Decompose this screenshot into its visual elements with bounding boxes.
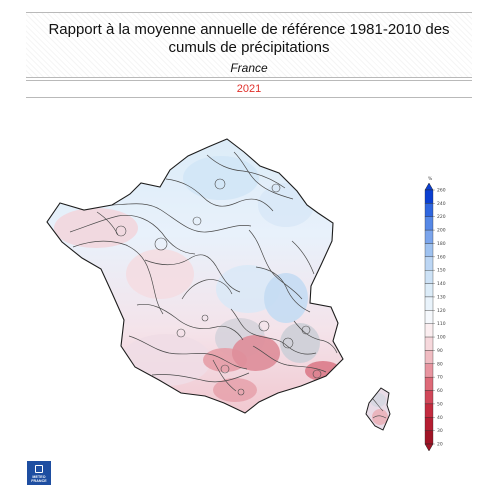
legend-tick-label: 110	[437, 321, 446, 327]
legend-color-segment	[424, 229, 434, 244]
legend-color-segment	[424, 243, 434, 258]
legend-tick-label: 140	[437, 281, 446, 287]
legend-color-segment	[424, 323, 434, 338]
logo-text-line1: METEO	[32, 475, 46, 479]
france-mainland	[46, 138, 344, 414]
legend-color-segment	[424, 390, 434, 405]
legend-tick-label: 240	[437, 201, 446, 207]
legend-color-segment	[424, 283, 434, 298]
legend-color-segment	[424, 417, 434, 431]
legend-color-segment	[424, 363, 434, 378]
legend-color-segment	[424, 270, 434, 284]
legend-tick-label: 160	[437, 254, 446, 260]
legend-bottom-arrow	[424, 443, 434, 452]
legend-color-segment	[424, 203, 434, 217]
year-box: 2021	[26, 80, 472, 98]
legend-tick-label: 50	[437, 401, 443, 407]
year-label: 2021	[236, 83, 262, 95]
map-title: Rapport à la moyenne annuelle de référen…	[48, 21, 450, 56]
precipitation-legend: % 260 240 220 200 180 160 150 140 130 120 110 100 90…	[424, 176, 446, 452]
legend-unit: %	[428, 176, 433, 182]
legend-tick-label: 100	[437, 335, 446, 341]
title-box: Rapport à la moyenne annuelle de référen…	[26, 12, 472, 78]
map-subtitle: France	[230, 61, 268, 75]
legend-tick-label: 60	[437, 388, 443, 394]
legend-color-segment	[424, 336, 434, 351]
legend-color-segment	[424, 430, 434, 445]
legend-tick-label: 40	[437, 415, 443, 421]
legend-tick-label: 180	[437, 241, 446, 247]
legend-tick-label: 90	[437, 348, 443, 354]
legend-tick-label: 260	[437, 188, 446, 194]
legend-top-arrow	[424, 182, 434, 191]
legend-color-segment	[424, 403, 434, 418]
legend-tick-label: 120	[437, 308, 446, 314]
legend-color-segment	[424, 189, 434, 204]
legend-tick-label: 150	[437, 268, 446, 274]
legend-tick-label: 220	[437, 214, 446, 220]
legend-color-segment	[424, 350, 434, 364]
legend-color-segment	[424, 376, 434, 391]
legend-tick-label: 130	[437, 294, 446, 300]
legend-tick-label: 30	[437, 428, 443, 434]
meteo-france-logo: METEO FRANCE	[27, 461, 51, 485]
corsica-island	[365, 387, 391, 431]
legend-color-segment	[424, 256, 434, 271]
legend-tick-label: 70	[437, 375, 443, 381]
legend-tick-label: 200	[437, 228, 446, 234]
legend-color-segment	[424, 296, 434, 311]
legend-color-segment	[424, 310, 434, 324]
legend-tick-label: 20	[437, 442, 443, 448]
legend-color-segment	[424, 216, 434, 231]
logo-text-line2: FRANCE	[31, 479, 47, 483]
legend-tick-label: 80	[437, 361, 443, 367]
logo-mark-icon	[35, 465, 43, 473]
